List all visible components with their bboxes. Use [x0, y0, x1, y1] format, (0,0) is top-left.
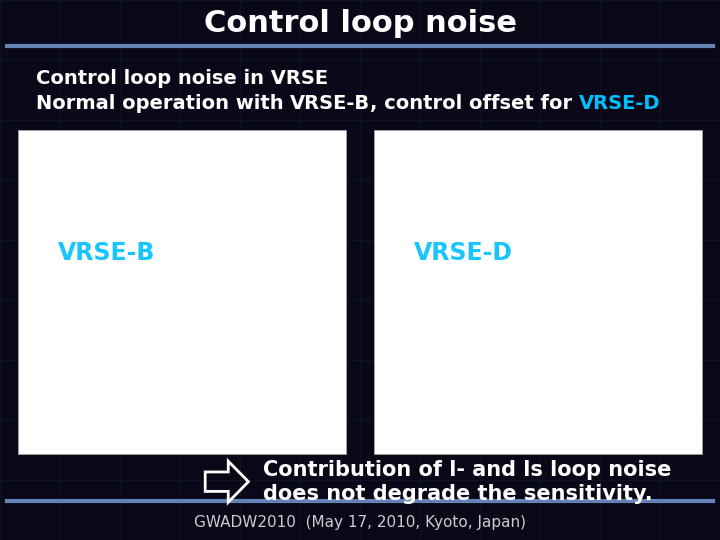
Text: VRSE-D: VRSE-D: [414, 241, 513, 265]
Text: Control loop noise in VRSE: Control loop noise in VRSE: [36, 69, 328, 88]
Text: VRSE-B: VRSE-B: [290, 94, 371, 113]
Text: Normal operation with: Normal operation with: [36, 94, 290, 113]
Text: GWADW2010  (May 17, 2010, Kyoto, Japan): GWADW2010 (May 17, 2010, Kyoto, Japan): [194, 515, 526, 530]
Text: does not degrade the sensitivity.: does not degrade the sensitivity.: [263, 483, 652, 504]
Bar: [374, 130, 702, 454]
Text: Control loop noise: Control loop noise: [204, 9, 516, 38]
Text: VRSE-D: VRSE-D: [580, 94, 661, 113]
Text: , control offset for: , control offset for: [371, 94, 580, 113]
Text: VRSE-B: VRSE-B: [58, 241, 155, 265]
Bar: [18, 130, 346, 454]
Text: Contribution of l- and ls loop noise: Contribution of l- and ls loop noise: [263, 460, 671, 480]
